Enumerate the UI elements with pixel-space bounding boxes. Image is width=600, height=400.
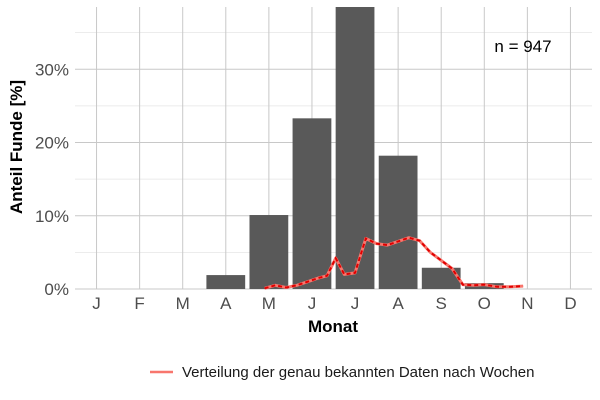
- y-tick-label: 0%: [44, 280, 69, 299]
- x-tick-label: A: [392, 294, 404, 313]
- bar: [249, 215, 289, 289]
- x-tick-label: A: [220, 294, 232, 313]
- x-tick-label: J: [351, 294, 360, 313]
- x-tick-label: M: [262, 294, 276, 313]
- weekly-distribution-dashed-line: [264, 236, 524, 290]
- x-axis-title: Monat: [308, 317, 358, 336]
- legend: Verteilung der genau bekannten Daten nac…: [150, 364, 535, 381]
- x-tick-label: D: [564, 294, 576, 313]
- x-tick-label: J: [308, 294, 317, 313]
- y-axis-title: Anteil Funde [%]: [7, 80, 26, 214]
- legend-label: Verteilung der genau bekannten Daten nac…: [182, 364, 535, 381]
- y-tick-labels: 0% 10% 20% 30%: [35, 60, 69, 299]
- x-tick-label: M: [176, 294, 190, 313]
- bar: [206, 275, 246, 289]
- y-tick-label: 30%: [35, 60, 69, 79]
- sample-size-annotation: n = 947: [494, 37, 551, 56]
- bars-layer: [206, 7, 504, 289]
- bar: [335, 7, 375, 289]
- bar: [421, 267, 461, 289]
- bar: [292, 118, 332, 289]
- line-layer: [264, 236, 524, 290]
- y-tick-label: 20%: [35, 134, 69, 153]
- x-tick-label: N: [521, 294, 533, 313]
- x-tick-label: F: [134, 294, 144, 313]
- x-tick-label: O: [478, 294, 491, 313]
- y-tick-label: 10%: [35, 207, 69, 226]
- bar: [378, 155, 418, 289]
- x-tick-label: J: [92, 294, 101, 313]
- x-tick-label: S: [436, 294, 447, 313]
